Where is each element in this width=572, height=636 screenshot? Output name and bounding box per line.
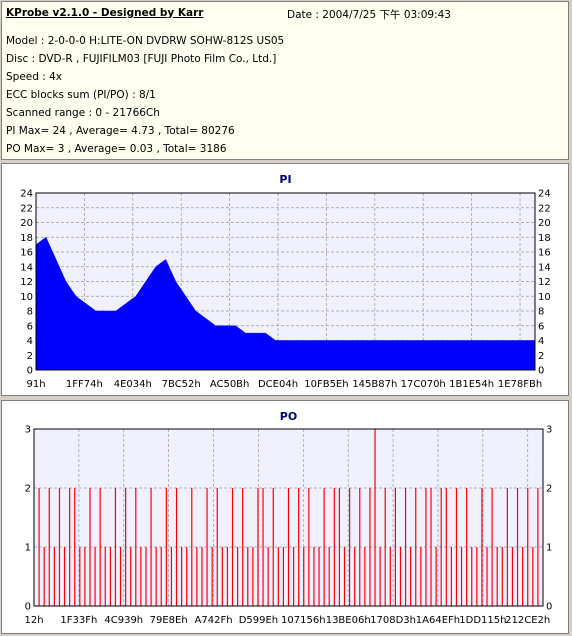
y-tick-label-left: 16 [20,248,33,259]
x-tick-label: 1F33Fh [60,615,97,626]
po-chart: PO 0 0 1 1 2 2 3 3 12h 1F33Fh 4C939h 79E8Eh A742Fh D59… [24,410,552,626]
info-panel: KProbe v2.1.0 - Designed by Karr Date : … [1,1,569,160]
range-line: Scanned range : 0 - 21766Ch [6,107,160,119]
x-tick-label: 17C070h [401,379,446,390]
y-tick-label-left: 3 [25,425,31,436]
plot-border [33,428,544,607]
scan-date: Date : 2004/7/25 下午 03:09:43 [287,9,451,21]
x-tick-label: 1708D3h [370,615,416,626]
x-tick-label: AC50Bh [210,379,250,390]
x-tick-label: 79E8Eh [150,615,188,626]
y-tick-label-left: 12 [20,277,33,288]
y-tick-label-right: 0 [546,602,552,613]
pi-chart-panel: PI 0 0 2 2 4 4 6 6 8 8 10 10 12 12 14 14 16 16 18 18 20 20 22 22… [1,163,569,396]
model-line: Model : 2-0-0-0 H:LITE-ON DVDRW SOHW-812… [6,35,285,47]
y-tick-label-left: 8 [27,307,33,318]
y-tick-label-right: 12 [538,277,551,288]
y-tick-label-right: 0 [538,366,544,377]
x-tick-label: 10FB5Eh [304,379,348,390]
chart-title: PO [280,410,297,423]
x-tick-label: A742Fh [195,615,233,626]
y-tick-label-right: 20 [538,218,551,229]
y-tick-label-left: 14 [20,262,33,273]
x-tick-label: 1A64EFh [416,615,460,626]
x-tick-label: 4E034h [114,379,152,390]
y-tick-label-left: 24 [20,189,33,200]
x-tick-label: 212CE2h [505,615,550,626]
y-tick-label-left: 2 [27,351,33,362]
y-tick-label-left: 6 [27,321,33,332]
y-tick-label-right: 1 [546,543,552,554]
y-tick-label-right: 6 [538,321,544,332]
y-tick-label-right: 10 [538,292,551,303]
y-tick-label-left: 20 [20,218,33,229]
x-tick-label: 7BC52h [162,379,201,390]
ecc-line: ECC blocks sum (PI/PO) : 8/1 [6,89,156,101]
x-tick-label: 91h [26,379,45,390]
plot-border [35,192,536,371]
y-tick-label-right: 3 [546,425,552,436]
y-tick-label-right: 24 [538,189,551,200]
y-tick-label-right: 4 [538,336,544,347]
po-stats-line: PO Max= 3 , Average= 0.03 , Total= 3186 [6,143,227,155]
x-tick-label: DCE04h [258,379,298,390]
pi-area [35,236,536,371]
y-tick-label-right: 2 [546,484,552,495]
y-tick-label-left: 0 [27,366,33,377]
x-tick-label: 1E78FBh [498,379,542,390]
speed-line: Speed : 4x [6,71,63,83]
y-tick-label-left: 22 [20,203,33,214]
y-tick-label-right: 14 [538,262,551,273]
x-tick-label: 13BE06h [326,615,371,626]
x-tick-label: 107156h [281,615,326,626]
chart-title: PI [279,173,291,186]
y-tick-label-left: 18 [20,233,33,244]
x-tick-label: 4C939h [104,615,143,626]
y-tick-label-left: 1 [25,543,31,554]
y-tick-label-left: 4 [27,336,33,347]
app-title: KProbe v2.1.0 - Designed by Karr [6,7,204,19]
x-tick-label: 1DD115h [459,615,506,626]
x-tick-label: 1FF74h [66,379,103,390]
y-tick-label-left: 2 [25,484,31,495]
y-tick-label-right: 18 [538,233,551,244]
y-tick-label-right: 22 [538,203,551,214]
y-tick-label-right: 8 [538,307,544,318]
x-tick-label: 145B87h [352,379,397,390]
x-tick-label: D599Eh [239,615,278,626]
pi-stats-line: PI Max= 24 , Average= 4.73 , Total= 8027… [6,125,235,137]
y-tick-label-right: 16 [538,248,551,259]
po-chart-panel: PO 0 0 1 1 2 2 3 3 12h 1F33Fh 4C939h 79E8Eh A742Fh D59… [1,400,569,634]
x-tick-label: 12h [24,615,43,626]
x-tick-label: 1B1E54h [449,379,494,390]
y-tick-label-left: 0 [25,602,31,613]
disc-line: Disc : DVD-R , FUJIFILM03 [FUJI Photo Fi… [6,53,277,65]
y-tick-label-right: 2 [538,351,544,362]
y-tick-label-left: 10 [20,292,33,303]
